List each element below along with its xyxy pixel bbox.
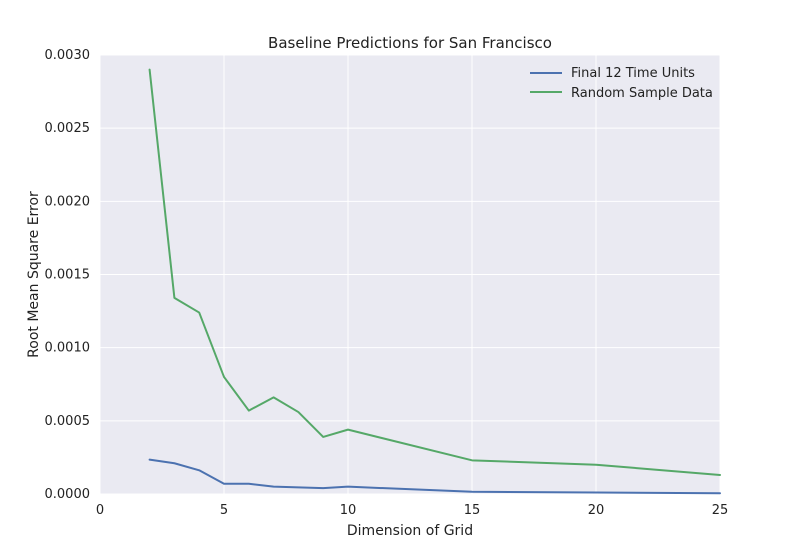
y-tick-label: 0.0015 xyxy=(45,268,91,283)
y-tick-label: 0.0000 xyxy=(45,487,91,502)
x-tick-label: 25 xyxy=(712,503,729,518)
y-tick-label: 0.0020 xyxy=(45,194,91,209)
series-line-random-sample-data xyxy=(148,68,721,476)
legend-label-random-sample: Random Sample Data xyxy=(571,86,713,101)
x-tick-label: 15 xyxy=(464,503,481,518)
y-tick-label: 0.0025 xyxy=(45,121,91,136)
grid-lines xyxy=(99,54,721,495)
x-axis-label: Dimension of Grid xyxy=(347,523,473,539)
x-tick-label: 0 xyxy=(96,503,104,518)
x-tick-label: 20 xyxy=(588,503,605,518)
x-tick-label: 10 xyxy=(340,503,357,518)
series-lines xyxy=(148,68,721,495)
legend-label-final-12: Final 12 Time Units xyxy=(571,66,695,81)
series-line-final-12-time-units xyxy=(148,458,721,495)
x-tick-labels: 0 5 10 15 20 25 xyxy=(96,503,728,518)
y-tick-label: 0.0005 xyxy=(45,414,91,429)
y-axis-label: Root Mean Square Error xyxy=(26,191,42,358)
x-tick-label: 5 xyxy=(220,503,228,518)
y-tick-label: 0.0010 xyxy=(45,341,91,356)
chart-title: Baseline Predictions for San Francisco xyxy=(268,34,552,52)
y-tick-labels: 0.0000 0.0005 0.0010 0.0015 0.0020 0.0025 0.00… xyxy=(45,48,91,502)
y-tick-label: 0.0030 xyxy=(45,48,91,63)
legend: Final 12 Time Units Random Sample Data xyxy=(530,66,713,101)
